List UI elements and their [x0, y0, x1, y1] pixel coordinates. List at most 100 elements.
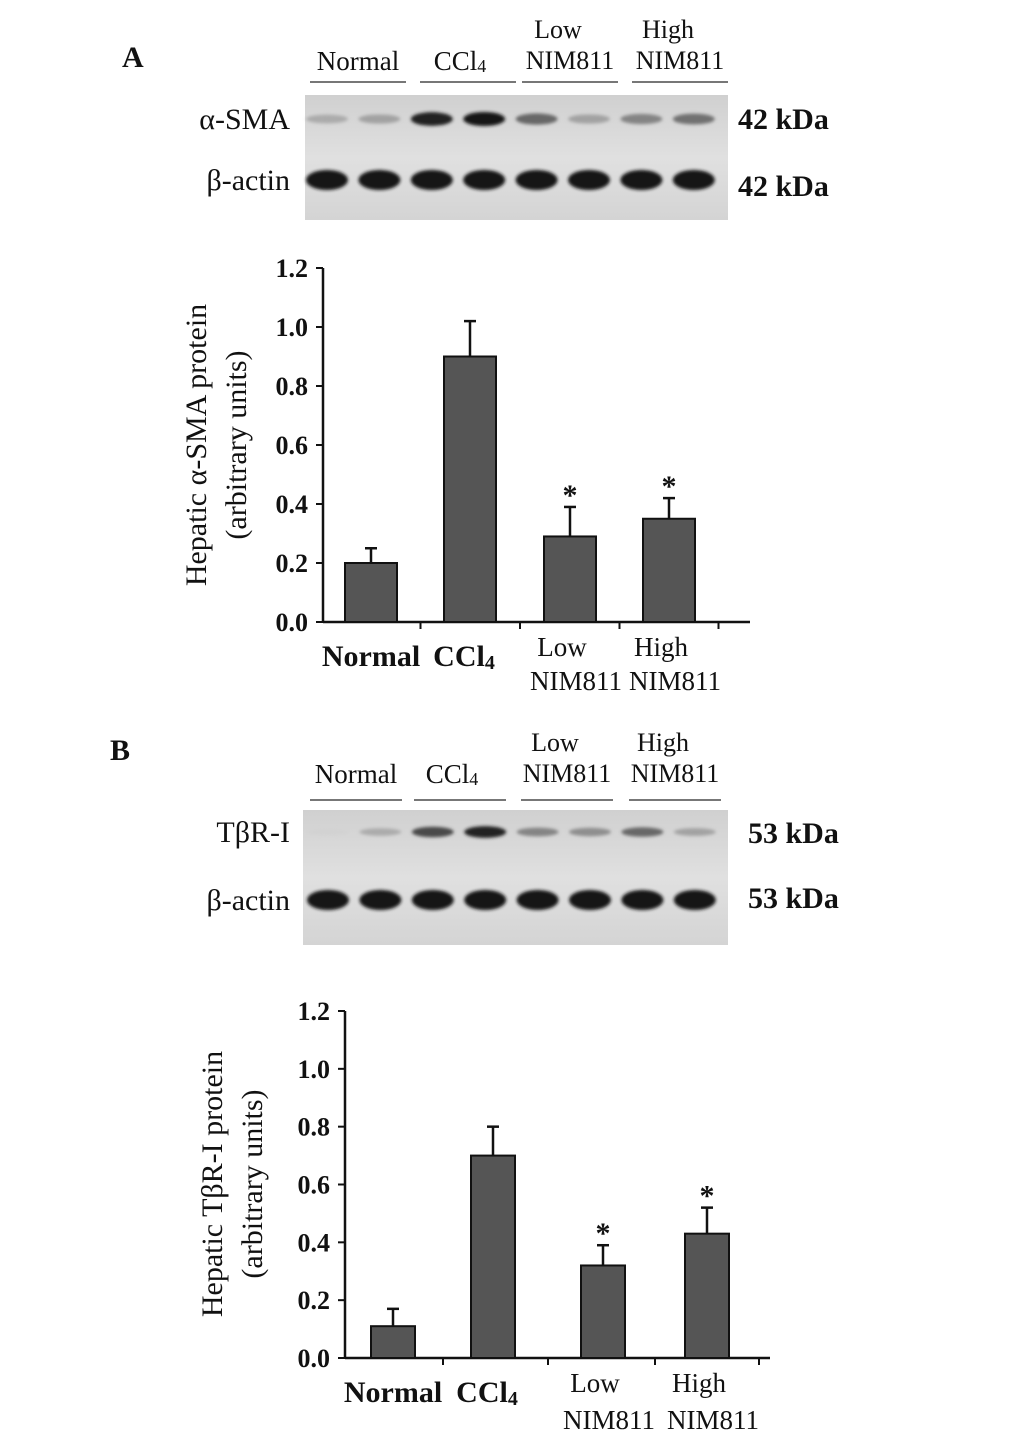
- x-category-label: Low: [570, 1368, 620, 1398]
- blot-band: [463, 170, 506, 190]
- blot-band: [411, 826, 454, 838]
- bar: [642, 517, 696, 623]
- y-axis-label: (arbitrary units): [236, 1089, 269, 1278]
- blot-band: [306, 170, 348, 190]
- lane-group-label: Normal: [317, 46, 399, 76]
- blot-band: [569, 890, 611, 910]
- significance-marker: *: [700, 1180, 715, 1213]
- lane-group-label: Low: [534, 15, 582, 44]
- y-tick-label: 0.2: [298, 1286, 331, 1315]
- blot-band: [358, 114, 401, 124]
- y-tick-label: 1.0: [276, 313, 309, 342]
- blot-band: [307, 890, 349, 910]
- lane-group-label: High: [642, 15, 694, 44]
- bar: [580, 1264, 626, 1360]
- blot-band: [620, 113, 663, 125]
- y-tick-label: 0.0: [276, 608, 309, 637]
- panel-label: A: [122, 41, 144, 74]
- blot-band: [568, 114, 610, 124]
- bar: [684, 1232, 730, 1359]
- blot-row: β-actin 42 kDa: [206, 164, 828, 203]
- bar-chart: 0.0 0.2 0.4 0.6 0.8 1.0 1.2 Hepatic α-SMA prote…: [180, 254, 750, 696]
- blot-band: [306, 114, 348, 124]
- blot-row: TβR-I 53 kDa: [216, 816, 838, 850]
- lane-group-label-subscript: 4: [469, 769, 478, 789]
- y-tick-label: 0.2: [276, 549, 309, 578]
- molecular-weight-label: 42 kDa: [738, 103, 829, 136]
- blot-band: [464, 826, 507, 838]
- molecular-weight-label: 53 kDa: [748, 882, 839, 915]
- y-tick-label: 0.4: [298, 1228, 331, 1257]
- blot-band: [516, 827, 559, 837]
- x-category-label: NIM811: [530, 666, 622, 696]
- y-tick-label: 0.6: [298, 1171, 331, 1200]
- blot-band: [569, 827, 611, 837]
- y-tick-label: 0.6: [276, 431, 309, 460]
- panel-label: B: [110, 734, 130, 767]
- lane-group-label: Normal: [315, 759, 397, 789]
- lane-group-label: Low: [531, 728, 579, 757]
- bar: [543, 535, 597, 624]
- blot-band: [410, 170, 453, 190]
- bar: [470, 1154, 516, 1360]
- y-tick-label: 1.0: [298, 1055, 331, 1084]
- significance-marker: *: [563, 479, 578, 512]
- lane-group-label-main: CCl: [434, 46, 478, 76]
- blot-band: [515, 113, 558, 125]
- lane-group-label: CCl4: [434, 46, 487, 76]
- y-tick-label: 0.8: [276, 372, 309, 401]
- x-category-label: NIM811: [667, 1405, 759, 1435]
- bar: [370, 1325, 416, 1359]
- blot-row-label: α-SMA: [199, 103, 290, 136]
- blot-band: [307, 828, 349, 836]
- y-axis-label: Hepatic α-SMA protein: [180, 304, 213, 586]
- x-category-label-main: CCl: [433, 640, 485, 673]
- x-category-label-main: CCl: [456, 1376, 508, 1409]
- y-tick-label: 0.4: [276, 490, 309, 519]
- blot-band: [620, 170, 663, 190]
- blot-band: [621, 827, 664, 837]
- lane-group-label: CCl4: [426, 759, 479, 789]
- x-category-label: High: [634, 632, 689, 662]
- blot-band: [410, 112, 453, 126]
- blot-band: [568, 170, 610, 190]
- x-category-label: Normal: [322, 640, 420, 673]
- blot-band: [358, 170, 401, 190]
- molecular-weight-label: 42 kDa: [738, 170, 829, 203]
- blot-row: β-actin 53 kDa: [206, 882, 838, 917]
- x-category-label: CCl4: [433, 640, 495, 674]
- significance-marker: *: [662, 470, 677, 503]
- lane-group-label: High: [637, 728, 689, 757]
- blot-band: [411, 890, 454, 910]
- y-axis-label: Hepatic TβR-I protein: [196, 1051, 229, 1317]
- y-tick-label: 1.2: [298, 997, 331, 1026]
- blot-band: [463, 112, 506, 126]
- x-category-label: Low: [537, 632, 587, 662]
- blot-band: [359, 828, 402, 836]
- lane-group-label: NIM811: [523, 759, 612, 788]
- y-tick-label: 1.2: [276, 254, 309, 283]
- x-category-label: NIM811: [629, 666, 721, 696]
- blot-row-label: β-actin: [206, 884, 290, 917]
- blot-band: [515, 170, 558, 190]
- blot-membrane: [305, 95, 728, 220]
- blot-band: [516, 890, 559, 910]
- blot-band: [673, 828, 716, 836]
- lane-group-label: NIM811: [636, 46, 725, 75]
- bar-chart: 0.0 0.2 0.4 0.6 0.8 1.0 1.2 Hepatic TβR-I prote…: [196, 997, 770, 1435]
- lane-group-label-subscript: 4: [477, 56, 486, 76]
- bar: [443, 355, 497, 623]
- blot-row-label: TβR-I: [216, 816, 290, 849]
- lane-group-header: CCl4: [420, 46, 516, 83]
- x-category-label-subscript: 4: [485, 652, 495, 674]
- y-tick-label: 0.0: [298, 1344, 331, 1373]
- lane-group-header: Normal: [310, 759, 402, 801]
- blot-band: [621, 890, 664, 910]
